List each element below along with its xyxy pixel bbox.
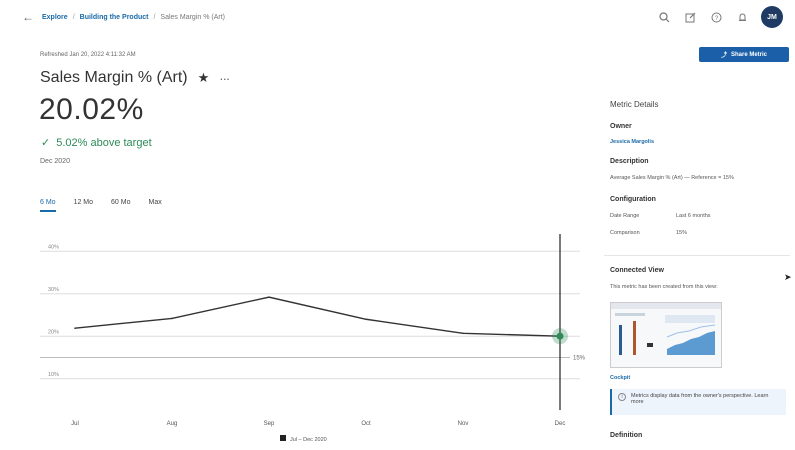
date-range-tabs: 6 Mo 12 Mo 60 Mo Max xyxy=(40,199,162,212)
x-tick-label: Sep xyxy=(264,421,275,427)
x-tick-label: Jul xyxy=(71,421,79,427)
check-icon: ✓ xyxy=(41,137,51,149)
more-options-icon[interactable]: ··· xyxy=(219,70,230,86)
metric-value: 20.02% xyxy=(39,93,144,126)
series-line xyxy=(74,296,561,337)
config-row: Comparison 15% xyxy=(610,230,687,236)
legend-label: Jul – Dec 2020 xyxy=(290,437,327,443)
data-point xyxy=(268,296,270,298)
top-icons: ? JM xyxy=(657,6,783,28)
data-point xyxy=(556,332,564,340)
avatar[interactable]: JM xyxy=(761,6,783,28)
mouse-cursor-icon: ➤ xyxy=(784,272,792,282)
x-tick-label: Aug xyxy=(167,421,178,427)
help-icon[interactable]: ? xyxy=(709,10,723,24)
x-tick-label: Oct xyxy=(361,421,371,427)
metric-details-panel: Metric Details Owner Jessica Margolis De… xyxy=(604,95,790,450)
data-point xyxy=(171,317,173,320)
data-point xyxy=(365,318,367,321)
config-value: 15% xyxy=(676,230,688,236)
connected-view-text: This metric has been created from this v… xyxy=(610,284,718,290)
divider xyxy=(604,255,790,256)
comparison-status: ✓ 5.02% above target xyxy=(41,136,152,150)
breadcrumb: Explore / Building the Product / Sales M… xyxy=(42,14,225,21)
x-tick-label: Dec xyxy=(555,421,566,427)
search-icon[interactable] xyxy=(657,10,671,24)
config-row: Date Range Last 6 months xyxy=(610,213,711,219)
y-tick-label: 20% xyxy=(48,329,59,335)
edit-icon[interactable] xyxy=(683,10,697,24)
info-text: Metrics display data from the owner's pe… xyxy=(631,393,769,405)
description-label: Description xyxy=(610,158,649,165)
config-key: Comparison xyxy=(610,230,640,236)
y-tick-label: 30% xyxy=(48,287,59,293)
title-row: Sales Margin % (Art) ★ ··· xyxy=(40,69,230,87)
data-point xyxy=(74,327,76,329)
metric-line-chart: 40% 30% 20% 10% 15% Jul Aug Sep Oct Nov Dec Jul – D… xyxy=(40,234,586,443)
y-tick-label: 40% xyxy=(48,244,59,250)
configuration-label: Configuration xyxy=(610,196,656,203)
config-key: Date Range xyxy=(610,213,640,219)
metric-period: Dec 2020 xyxy=(40,158,70,165)
star-icon[interactable]: ★ xyxy=(197,70,210,85)
x-tick-label: Nov xyxy=(458,421,469,427)
definition-label: Definition xyxy=(610,432,643,439)
connected-view-thumbnail[interactable] xyxy=(610,302,722,368)
svg-text:?: ? xyxy=(714,16,718,22)
bell-icon[interactable] xyxy=(735,10,749,24)
share-metric-button[interactable]: ⤴ Share Metric xyxy=(699,47,789,62)
breadcrumb-current: Sales Margin % (Art) xyxy=(160,13,225,21)
share-icon: ⤴ xyxy=(720,53,727,59)
refreshed-timestamp: Refreshed Jan 20, 2022 4:11:32 AM xyxy=(40,52,136,58)
data-point xyxy=(462,332,464,335)
breadcrumb-separator: / xyxy=(153,13,156,21)
owner-label: Owner xyxy=(610,123,632,130)
metric-title: Sales Margin % (Art) xyxy=(40,69,188,86)
target-label: 15% xyxy=(573,356,586,362)
tab-6-mo[interactable]: 6 Mo xyxy=(40,199,56,212)
config-value: Last 6 months xyxy=(676,213,711,219)
share-metric-label: Share Metric xyxy=(731,51,768,58)
tab-60-mo[interactable]: 60 Mo xyxy=(111,199,131,206)
breadcrumb-building-the-product[interactable]: Building the Product xyxy=(79,13,149,21)
back-arrow-icon[interactable]: ← xyxy=(22,10,34,24)
tab-max[interactable]: Max xyxy=(148,199,162,206)
info-notice: i Metrics display data from the owner's … xyxy=(610,389,786,415)
panel-title: Metric Details xyxy=(610,100,659,109)
top-bar: ← Explore / Building the Product / Sales… xyxy=(0,0,795,34)
comparison-text: 5.02% above target xyxy=(56,136,152,149)
info-icon: i xyxy=(618,393,626,401)
breadcrumb-separator: / xyxy=(72,13,75,21)
y-tick-label: 10% xyxy=(48,372,59,378)
description-text: Average Sales Margin % (Art) — Reference… xyxy=(610,175,734,181)
connected-view-label: Connected View xyxy=(610,267,664,274)
tab-12-mo[interactable]: 12 Mo xyxy=(73,199,94,206)
breadcrumb-explore[interactable]: Explore xyxy=(42,13,68,21)
legend-swatch xyxy=(280,435,286,441)
owner-link[interactable]: Jessica Margolis xyxy=(610,139,655,145)
cockpit-link[interactable]: Cockpit xyxy=(610,375,631,381)
